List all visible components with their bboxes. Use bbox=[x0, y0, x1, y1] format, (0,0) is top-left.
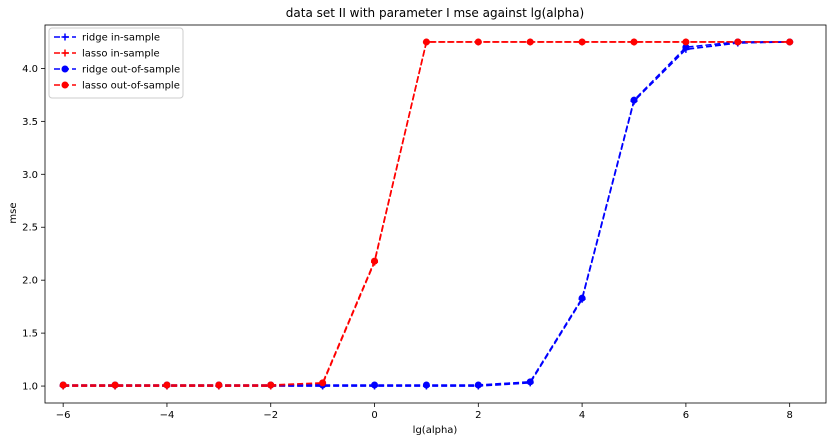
data-point-2-7 bbox=[422, 381, 430, 389]
data-point-3-2 bbox=[163, 381, 171, 389]
legend-marker-3 bbox=[61, 81, 69, 89]
y-tick-label-6: 4.0 bbox=[22, 64, 38, 75]
legend: ridge in-sample lasso in-sample ridge out-… bbox=[48, 27, 184, 99]
data-point-3-12 bbox=[682, 38, 690, 46]
legend-label-2: ridge out-of-sample bbox=[82, 65, 180, 76]
x-tick-label-6: 6 bbox=[683, 410, 689, 421]
legend-label-3: lasso out-of-sample bbox=[82, 81, 180, 92]
x-tick-label-2: −2 bbox=[263, 410, 278, 421]
data-point-3-1 bbox=[111, 381, 119, 389]
data-point-3-14 bbox=[786, 38, 794, 46]
x-tick-label-4: 2 bbox=[475, 410, 481, 421]
legend-box bbox=[48, 27, 184, 99]
data-point-3-13 bbox=[734, 38, 742, 46]
y-tick-label-4: 3.0 bbox=[22, 170, 38, 181]
data-point-3-4 bbox=[267, 381, 275, 389]
data-point-3-9 bbox=[526, 38, 534, 46]
data-point-3-5 bbox=[319, 379, 327, 387]
data-point-3-3 bbox=[215, 381, 223, 389]
x-axis-label: lg(alpha) bbox=[413, 425, 458, 436]
legend-label-0: ridge in-sample bbox=[82, 33, 160, 44]
y-tick-label-2: 2.0 bbox=[22, 276, 38, 287]
y-tick-label-1: 1.5 bbox=[22, 329, 38, 340]
x-tick-label-7: 8 bbox=[786, 410, 792, 421]
y-tick-label-0: 1.0 bbox=[22, 382, 38, 393]
data-point-2-10 bbox=[578, 294, 586, 302]
axes-frame bbox=[44, 24, 827, 404]
data-point-3-11 bbox=[630, 38, 638, 46]
plot-area: −6 −4 −2 0 2 4 6 8 1.0 1.5 2.0 2.5 3.0 3.5 4.0 bbox=[22, 24, 827, 421]
data-point-3-7 bbox=[422, 38, 430, 46]
data-point-2-8 bbox=[474, 381, 482, 389]
data-point-2-12 bbox=[682, 43, 690, 51]
data-point-2-9 bbox=[526, 378, 534, 386]
legend-marker-1 bbox=[61, 49, 69, 57]
x-tick-label-1: −4 bbox=[160, 410, 175, 421]
data-point-3-8 bbox=[474, 38, 482, 46]
y-axis-label: mse bbox=[8, 202, 19, 223]
data-point-2-6 bbox=[371, 381, 379, 389]
legend-marker-0 bbox=[61, 33, 69, 41]
legend-marker-2 bbox=[61, 65, 69, 73]
data-point-2-11 bbox=[630, 96, 638, 104]
y-tick-label-5: 3.5 bbox=[22, 117, 38, 128]
x-tick-label-3: 0 bbox=[371, 410, 377, 421]
data-point-3-10 bbox=[578, 38, 586, 46]
y-tick-label-3: 2.5 bbox=[22, 223, 38, 234]
x-tick-label-5: 4 bbox=[579, 410, 585, 421]
legend-label-1: lasso in-sample bbox=[82, 49, 160, 60]
data-point-3-0 bbox=[59, 381, 67, 389]
x-tick-label-0: −6 bbox=[56, 410, 71, 421]
data-point-3-6 bbox=[371, 257, 379, 265]
chart-title: data set II with parameter I mse against… bbox=[286, 6, 584, 20]
